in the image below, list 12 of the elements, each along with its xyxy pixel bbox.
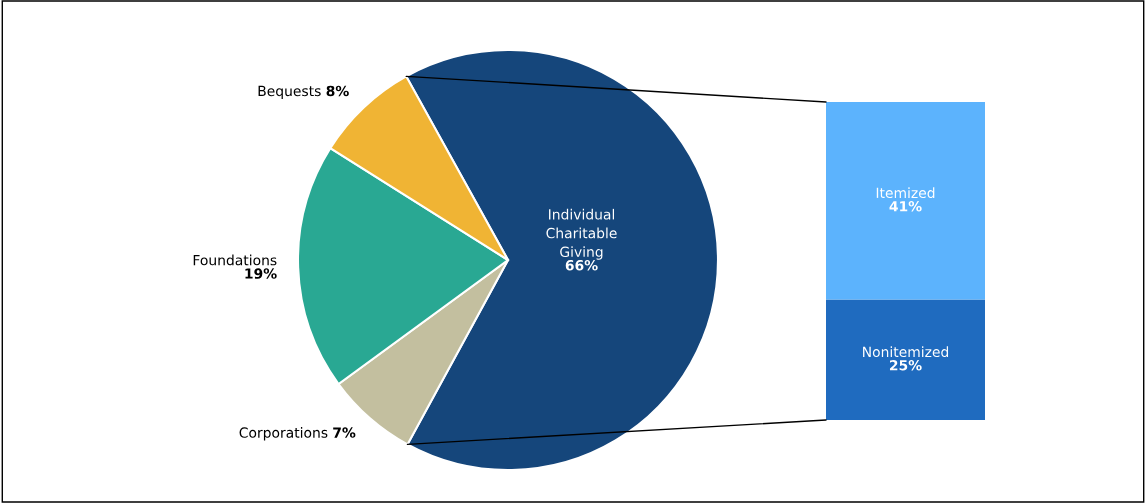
data-label: 41% (889, 201, 922, 212)
series-label: Itemized (876, 187, 935, 199)
data-label: 7% (333, 427, 356, 438)
data-label: 19% (245, 268, 277, 279)
slice-label: Corporations (239, 427, 328, 441)
data-label: 8% (326, 85, 349, 97)
series-label: Nonitemized (863, 346, 949, 358)
data-label: 25% (889, 360, 922, 371)
slice-label: Individual Charitable Giving (546, 208, 617, 260)
slice-label: Bequests (258, 85, 321, 99)
data-label: 66% (565, 259, 598, 271)
slice-label: Foundations (193, 254, 277, 266)
